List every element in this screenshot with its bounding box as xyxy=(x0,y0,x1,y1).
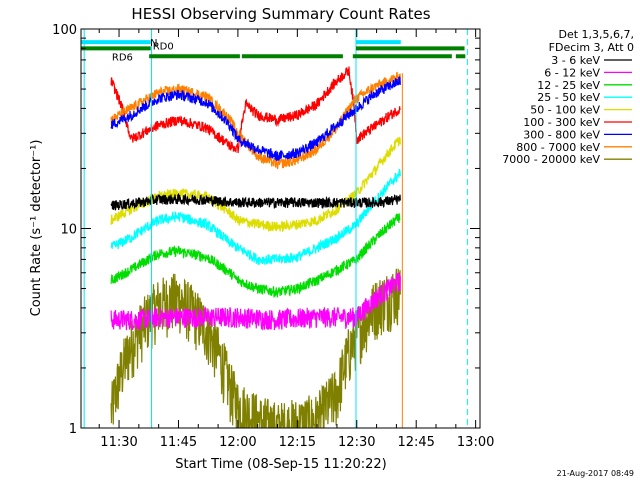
x-tick-label-6: 13:00 xyxy=(457,435,494,450)
x-tick-label-0: 11:30 xyxy=(100,435,137,450)
x-tick-label-3: 12:15 xyxy=(279,435,316,450)
series-line-0 xyxy=(110,192,401,211)
legend-label-7: 800 - 7000 keV xyxy=(516,141,600,154)
legend-label-2: 12 - 25 keV xyxy=(537,79,600,92)
x-tick-label-1: 11:45 xyxy=(160,435,197,450)
series-line-4 xyxy=(110,136,401,233)
chart-title: HESSI Observing Summary Count Rates xyxy=(131,5,430,23)
legend-label-3: 25 - 50 keV xyxy=(537,91,600,104)
series-line-6 xyxy=(110,76,401,162)
y-tick-label-1: 10 xyxy=(60,223,77,238)
footer-timestamp: 21-Aug-2017 08:49 xyxy=(557,469,634,478)
y-tick-label-2: 100 xyxy=(52,23,77,38)
legend-label-1: 6 - 12 keV xyxy=(544,66,600,79)
legend-header-line-1: Det 1,3,5,6,7, xyxy=(558,28,634,41)
flag-label-2: RD6 xyxy=(112,52,133,63)
series-line-7 xyxy=(110,71,401,169)
legend-header-line-2: FDecim 3, Att 0 xyxy=(549,41,634,54)
axis-ticks: 11:30 11:45 12:00 12:15 12:30 12:45 13:00 1 10 10… xyxy=(52,23,494,450)
legend-label-8: 7000 - 20000 keV xyxy=(502,153,600,166)
y-axis-label: Count Rate (s⁻¹ detector⁻¹) xyxy=(29,140,44,317)
series-line-1 xyxy=(110,272,401,331)
legend-label-4: 50 - 100 keV xyxy=(530,104,600,117)
legend-label-5: 100 - 300 keV xyxy=(523,116,600,129)
series-line-8 xyxy=(110,268,401,428)
x-axis-label: Start Time (08-Sep-15 11:20:22) xyxy=(175,457,386,472)
flag-label-1: RD0 xyxy=(153,41,174,52)
series-line-2 xyxy=(110,213,401,299)
x-tick-label-2: 12:00 xyxy=(219,435,256,450)
series-line-3 xyxy=(110,168,401,265)
y-tick-label-0: 1 xyxy=(69,422,77,437)
legend: Det 1,3,5,6,7, FDecim 3, Att 0 3 - 6 keV… xyxy=(502,28,634,166)
x-tick-label-5: 12:45 xyxy=(397,435,434,450)
flag-label-0: N xyxy=(150,38,157,49)
x-tick-label-4: 12:30 xyxy=(338,435,375,450)
legend-label-0: 3 - 6 keV xyxy=(551,54,600,67)
legend-label-6: 300 - 800 keV xyxy=(523,128,600,141)
series-line-5 xyxy=(110,66,401,154)
